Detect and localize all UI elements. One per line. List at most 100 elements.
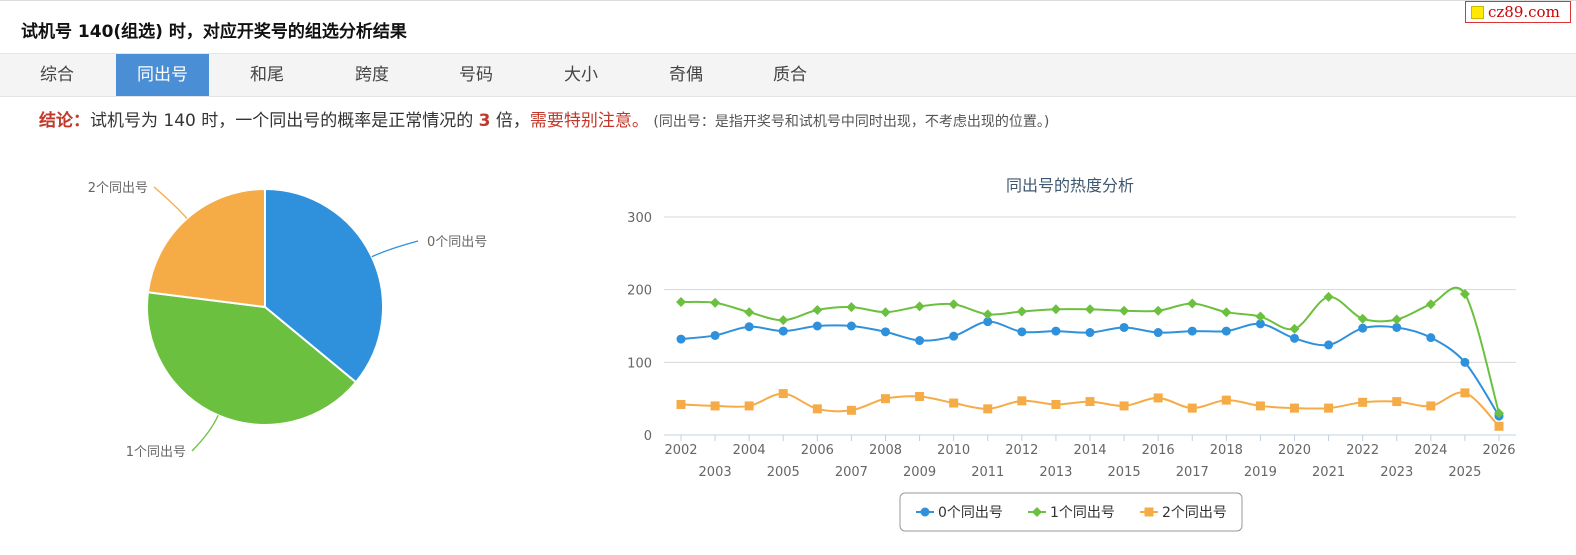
pie-slice-label: 0个同出号 — [427, 235, 487, 250]
tab-daxiao[interactable]: 大小 — [564, 65, 598, 85]
data-point — [1358, 323, 1368, 333]
tab-kuadu[interactable]: 跨度 — [355, 65, 389, 85]
x-tick-label: 2025 — [1448, 465, 1481, 480]
data-point — [1392, 322, 1402, 332]
x-tick-label: 2003 — [699, 465, 732, 480]
x-tick-label: 2026 — [1482, 443, 1515, 458]
data-point — [881, 327, 890, 337]
data-point — [1221, 395, 1231, 405]
site-logo[interactable]: cz89.com — [1465, 1, 1571, 23]
pie-chart: 0个同出号 1个同出号 2个同出号 — [88, 181, 488, 460]
data-point — [676, 297, 686, 308]
data-point — [778, 315, 789, 326]
data-point — [983, 317, 993, 327]
conclusion-text: 试机号为 140 时，一个同出号的概率是正常情况的 — [90, 111, 479, 131]
pie-slice — [146, 187, 266, 309]
pie-slice-label: 1个同出号 — [126, 445, 186, 460]
data-point — [1289, 323, 1300, 334]
data-point — [676, 334, 686, 344]
tab-haoma[interactable]: 号码 — [459, 65, 493, 85]
logo-text: cz89.com — [1488, 3, 1560, 21]
data-point — [915, 391, 925, 401]
legend-label: 2个同出号 — [1162, 505, 1227, 521]
data-point — [1050, 304, 1061, 315]
data-point — [812, 404, 822, 414]
x-tick-label: 2017 — [1176, 465, 1209, 480]
y-tick-label: 200 — [627, 284, 652, 299]
data-point — [846, 321, 856, 331]
chart-title: 同出号的热度分析 — [1006, 176, 1134, 195]
pie-leader-line — [153, 186, 188, 219]
conclusion-multiple: 3 — [478, 111, 491, 131]
data-point — [1119, 305, 1130, 316]
conclusion-text-after: 倍， — [490, 111, 530, 131]
data-point — [880, 307, 891, 318]
data-point — [1426, 333, 1436, 343]
data-point — [1392, 397, 1402, 407]
data-point — [948, 299, 959, 310]
data-point — [1187, 326, 1197, 336]
tab-zhihe[interactable]: 质合 — [773, 65, 807, 85]
x-tick-label: 2009 — [903, 465, 936, 480]
pie-leader-line — [371, 240, 419, 258]
data-point — [778, 389, 788, 399]
data-point — [1187, 298, 1198, 309]
legend-marker — [1032, 507, 1042, 517]
data-point — [1391, 314, 1402, 325]
data-point — [1153, 305, 1164, 316]
legend-box — [899, 492, 1243, 532]
data-point — [983, 404, 993, 414]
x-tick-label: 2015 — [1108, 465, 1141, 480]
conclusion-label: 结论： — [39, 111, 90, 131]
chart-legend: 0个同出号 1个同出号 2个同出号 — [899, 492, 1243, 532]
page-title: 试机号 140(组选) 时，对应开奖号的组选分析结果 — [21, 22, 407, 42]
data-point — [1425, 299, 1436, 310]
legend-label: 1个同出号 — [1050, 505, 1115, 521]
x-tick-label: 2019 — [1244, 465, 1277, 480]
data-point — [1494, 408, 1504, 419]
x-tick-label: 2023 — [1380, 465, 1413, 480]
data-point — [1085, 304, 1095, 315]
logo-square-icon — [1471, 5, 1484, 19]
data-point — [1153, 393, 1163, 403]
data-point — [1017, 396, 1027, 406]
data-point — [1221, 326, 1231, 336]
x-tick-label: 2020 — [1278, 443, 1311, 458]
y-tick-label: 100 — [627, 356, 652, 371]
tab-tongchuhao[interactable]: 同出号 — [116, 54, 209, 96]
data-point — [1051, 326, 1061, 336]
x-tick-label: 2007 — [835, 465, 868, 480]
data-point — [881, 394, 890, 404]
x-tick-label: 2024 — [1414, 443, 1447, 458]
x-tick-label: 2014 — [1073, 443, 1106, 458]
data-point — [1323, 291, 1334, 302]
x-tick-label: 2012 — [1005, 443, 1038, 458]
top-divider — [0, 0, 1576, 1]
x-tick-label: 2013 — [1039, 465, 1072, 480]
data-point — [1426, 401, 1436, 411]
legend-marker — [1144, 507, 1154, 517]
data-point — [676, 399, 686, 409]
tab-hewei[interactable]: 和尾 — [250, 65, 284, 85]
x-tick-label: 2008 — [869, 443, 902, 458]
data-point — [1290, 333, 1299, 343]
x-tick-label: 2011 — [971, 465, 1004, 480]
tab-jiou[interactable]: 奇偶 — [669, 65, 703, 85]
data-point — [1051, 399, 1061, 409]
conclusion-note: (同出号：是指开奖号和试机号中同时出现，不考虑出现的位置。) — [648, 114, 1050, 130]
data-point — [1290, 403, 1299, 413]
tab-zonghe[interactable]: 综合 — [40, 65, 74, 85]
data-point — [949, 398, 959, 408]
legend-label: 0个同出号 — [938, 505, 1003, 521]
data-point — [1255, 401, 1265, 411]
data-point — [1460, 357, 1470, 367]
page-header: 试机号 140(组选) 时，对应开奖号的组选分析结果 — [0, 1, 1576, 49]
data-point — [846, 302, 857, 313]
data-point — [1255, 311, 1266, 322]
data-point — [1017, 327, 1027, 337]
x-tick-label: 2018 — [1210, 443, 1243, 458]
x-tick-label: 2006 — [801, 443, 834, 458]
y-tick-label: 0 — [644, 429, 652, 444]
x-tick-label: 2005 — [767, 465, 800, 480]
legend-marker — [920, 507, 930, 517]
